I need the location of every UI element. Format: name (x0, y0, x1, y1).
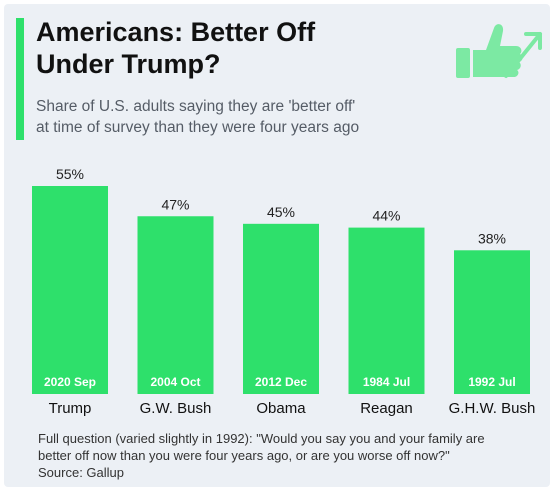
thumbs-up-icon (456, 24, 542, 78)
bar-value-label: 45% (267, 204, 295, 220)
title-accent-bar (16, 18, 24, 140)
bar (348, 227, 425, 394)
category-label: Trump (49, 400, 92, 417)
source-label: Source: Gallup (38, 465, 124, 480)
chart-title-line-2: Under Trump? (36, 49, 221, 79)
chart-subtitle-line-2: at time of survey than they were four ye… (36, 119, 360, 136)
bar-chart: 55% 2020 Sep Trump 47% 2004 Oct G.W. Bush 45% 2… (32, 166, 536, 417)
bar (32, 186, 108, 394)
footnote-line-2: better off now than you were four years … (38, 448, 450, 463)
bar (454, 250, 530, 394)
footnote-line-1: Full question (varied slightly in 1992):… (38, 431, 485, 446)
bar-value-label: 47% (161, 196, 189, 212)
bar-date-label: 1984 Jul (363, 375, 410, 389)
bar-value-label: 55% (56, 166, 84, 182)
arrow-up-right-icon (504, 32, 542, 78)
bar-value-label: 38% (478, 230, 506, 246)
chart-title-line-1: Americans: Better Off (36, 17, 316, 47)
category-label: Obama (256, 400, 306, 417)
category-label: G.H.W. Bush (449, 400, 536, 417)
category-label: G.W. Bush (140, 400, 212, 417)
bar-date-label: 2004 Oct (150, 375, 200, 389)
chart-subtitle: Share of U.S. adults saying they are 'be… (36, 96, 456, 138)
bar-date-label: 1992 Jul (468, 375, 515, 389)
footnote: Full question (varied slightly in 1992):… (38, 430, 538, 481)
bar-date-label: 2020 Sep (44, 375, 96, 389)
chart-title: Americans: Better Off Under Trump? (36, 16, 426, 80)
chart-subtitle-line-1: Share of U.S. adults saying they are 'be… (36, 98, 356, 115)
category-label: Reagan (360, 400, 413, 417)
bar (137, 216, 214, 394)
chart-card: Americans: Better Off Under Trump? Share… (4, 4, 550, 487)
bar (243, 223, 319, 394)
bar-value-label: 44% (372, 208, 400, 224)
bar-date-label: 2012 Dec (255, 375, 307, 389)
